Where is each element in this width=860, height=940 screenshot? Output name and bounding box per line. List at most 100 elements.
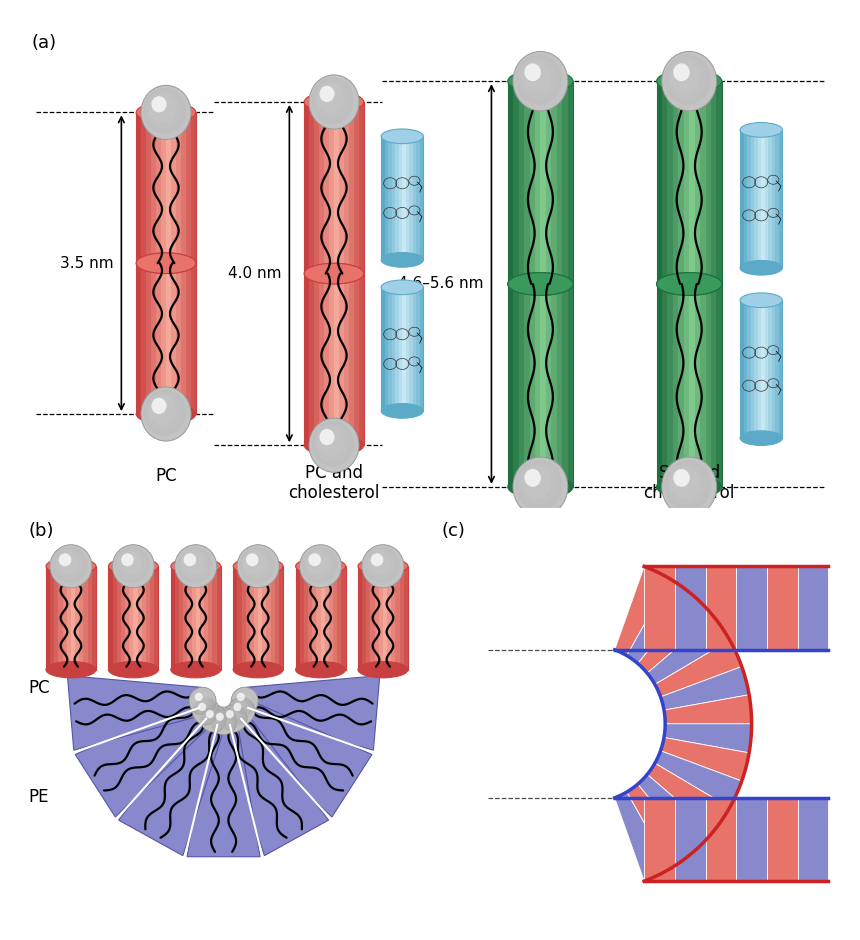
Bar xyxy=(181,263,186,414)
Bar xyxy=(136,113,141,263)
Polygon shape xyxy=(627,579,693,664)
Text: PE: PE xyxy=(28,788,49,806)
Ellipse shape xyxy=(304,263,364,284)
Circle shape xyxy=(304,549,333,579)
Bar xyxy=(399,288,402,411)
Bar xyxy=(324,102,329,274)
Circle shape xyxy=(197,701,212,716)
Ellipse shape xyxy=(358,558,408,574)
Circle shape xyxy=(320,429,335,446)
Bar xyxy=(381,136,384,259)
Circle shape xyxy=(149,93,176,123)
Bar xyxy=(146,263,151,414)
Bar xyxy=(171,263,176,414)
Circle shape xyxy=(667,463,706,505)
Circle shape xyxy=(236,692,250,707)
Circle shape xyxy=(189,687,216,714)
Polygon shape xyxy=(798,567,828,650)
Circle shape xyxy=(239,547,275,584)
Bar xyxy=(176,263,181,414)
Circle shape xyxy=(141,387,191,441)
Bar xyxy=(63,566,67,669)
Ellipse shape xyxy=(381,253,423,267)
Bar xyxy=(171,113,176,263)
Circle shape xyxy=(179,549,208,579)
Bar xyxy=(524,81,530,284)
Bar xyxy=(171,566,221,669)
Circle shape xyxy=(516,460,562,510)
Circle shape xyxy=(177,547,212,584)
Circle shape xyxy=(362,545,404,588)
Ellipse shape xyxy=(233,662,283,678)
Polygon shape xyxy=(798,798,828,881)
Bar xyxy=(304,274,364,446)
Circle shape xyxy=(662,457,716,516)
Bar xyxy=(314,102,319,274)
Bar xyxy=(88,566,92,669)
Bar xyxy=(409,136,413,259)
Bar xyxy=(142,566,146,669)
Bar xyxy=(519,81,524,284)
Bar xyxy=(513,81,519,284)
Bar xyxy=(358,566,362,669)
Circle shape xyxy=(309,75,359,129)
Ellipse shape xyxy=(656,273,722,295)
Bar xyxy=(775,130,779,268)
Bar xyxy=(353,274,359,446)
Bar xyxy=(679,81,684,284)
Bar xyxy=(204,566,208,669)
Bar xyxy=(186,263,191,414)
Bar xyxy=(540,81,546,284)
Polygon shape xyxy=(243,676,380,750)
Bar xyxy=(366,566,371,669)
Bar xyxy=(314,274,319,446)
Ellipse shape xyxy=(171,662,221,678)
Bar xyxy=(296,566,300,669)
Bar xyxy=(507,284,573,487)
Circle shape xyxy=(144,88,186,134)
Bar xyxy=(250,566,254,669)
Bar xyxy=(183,566,187,669)
Circle shape xyxy=(320,86,335,102)
Polygon shape xyxy=(67,676,204,750)
Bar xyxy=(319,274,324,446)
Circle shape xyxy=(210,707,237,735)
Bar xyxy=(166,113,171,263)
Circle shape xyxy=(306,551,329,575)
Bar xyxy=(402,288,406,411)
Bar xyxy=(513,284,519,487)
Bar xyxy=(46,566,96,669)
Circle shape xyxy=(242,549,271,579)
Circle shape xyxy=(189,687,216,714)
Polygon shape xyxy=(736,798,767,881)
Bar xyxy=(396,288,399,411)
Bar xyxy=(779,130,783,268)
Bar xyxy=(308,566,312,669)
Bar xyxy=(716,81,722,284)
Circle shape xyxy=(311,421,354,467)
Bar xyxy=(237,566,242,669)
Ellipse shape xyxy=(136,253,196,274)
Bar xyxy=(125,566,129,669)
Bar xyxy=(551,81,556,284)
Bar xyxy=(384,136,388,259)
Circle shape xyxy=(228,697,255,725)
Bar xyxy=(378,566,383,669)
Bar xyxy=(304,102,310,274)
Circle shape xyxy=(302,547,337,584)
Bar xyxy=(333,566,337,669)
Polygon shape xyxy=(705,798,736,881)
Bar xyxy=(747,130,751,268)
Circle shape xyxy=(192,690,211,710)
Bar xyxy=(186,113,191,263)
Circle shape xyxy=(519,57,557,99)
Bar xyxy=(399,136,402,259)
Circle shape xyxy=(371,554,384,566)
Bar xyxy=(212,566,217,669)
Bar xyxy=(381,136,423,259)
Circle shape xyxy=(141,86,191,139)
Circle shape xyxy=(519,463,557,505)
Text: (a): (a) xyxy=(32,35,57,53)
Bar xyxy=(546,81,551,284)
Ellipse shape xyxy=(233,558,283,574)
